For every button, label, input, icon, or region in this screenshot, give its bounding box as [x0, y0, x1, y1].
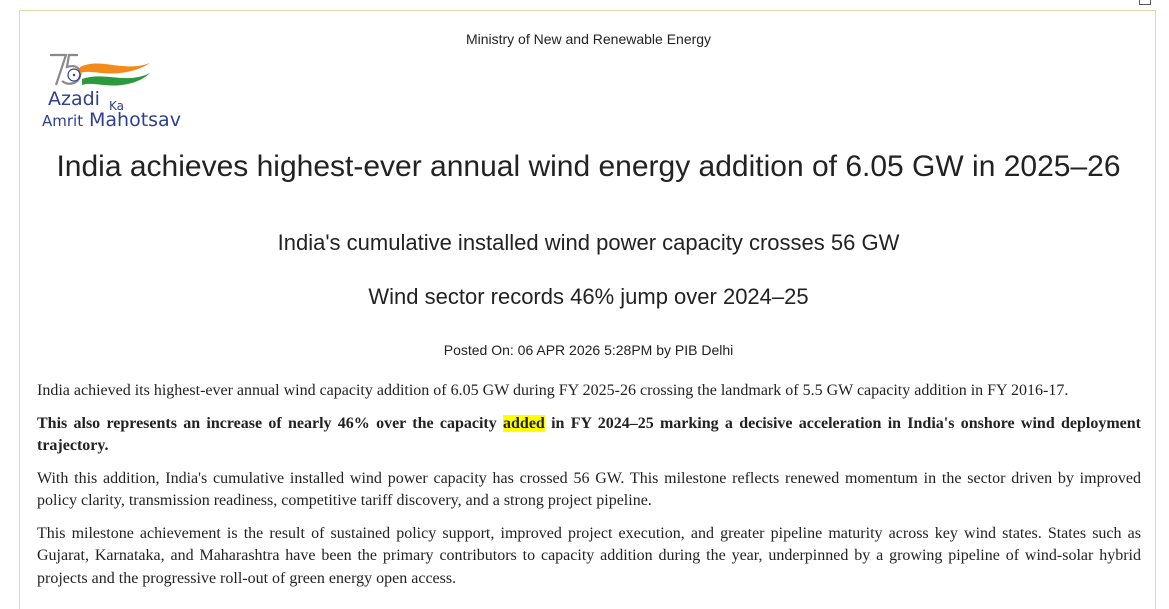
paragraph-2-end: in FY 2024–25 marking a decisive acceler…	[37, 414, 1142, 455]
paragraph-4: This milestone achievement is the result…	[37, 524, 1141, 587]
article-body: India achieved its highest-ever annual w…	[37, 380, 1141, 600]
ministry-name: Ministry of New and Renewable Energy	[465, 31, 712, 47]
paragraph-2: This also represents an increase of near…	[37, 413, 1141, 458]
paragraph-1: India achieved its highest-ever annual w…	[37, 382, 1069, 399]
paragraph-3: With this addition, India's cumulative i…	[37, 469, 1141, 510]
highlighted-word: added	[503, 414, 545, 432]
article-title: India achieves highest-ever annual wind …	[56, 150, 1121, 183]
article-subtitle-2: Wind sector records 46% jump over 2024–2…	[368, 284, 809, 309]
logo-text-amrit: Amrit	[42, 112, 84, 130]
logo-text-mahotsav: Mahotsav	[89, 109, 181, 131]
logo-text-azadi: Azadi	[48, 88, 100, 110]
article-subtitle-1: India's cumulative installed wind power …	[277, 230, 900, 255]
article-frame: Ministry of New and Renewable Energy Aza…	[19, 10, 1156, 609]
posted-on-line: Posted On: 06 APR 2026 5:28PM by PIB Del…	[443, 342, 734, 358]
logo-text-ka: Ka	[109, 99, 125, 113]
azadi-ka-amrit-mahotsav-logo: Azadi Ka Amrit Mahotsav	[42, 51, 192, 131]
window-corner-icon[interactable]	[1139, 0, 1151, 5]
paragraph-2-start: This also represents an increase of near…	[37, 414, 504, 432]
logo-graphic	[50, 53, 150, 86]
